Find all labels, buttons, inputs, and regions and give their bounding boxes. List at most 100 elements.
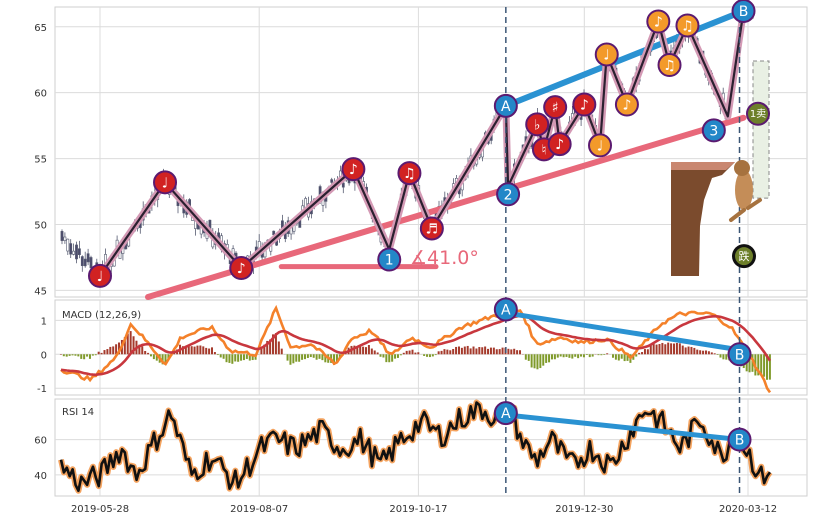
macd-hist-bar bbox=[394, 354, 396, 358]
price-marker-text: ♩ bbox=[597, 138, 604, 154]
price-marker-text: 3 bbox=[709, 123, 718, 139]
macd-hist-bar bbox=[717, 354, 719, 355]
macd-hist-bar bbox=[83, 354, 85, 359]
macd-hist-bar bbox=[385, 354, 387, 362]
macd-hist-bar bbox=[319, 354, 321, 359]
macd-hist-bar bbox=[536, 354, 538, 369]
macd-hist-bar bbox=[644, 349, 646, 354]
price-marker-text: ♫ bbox=[403, 166, 416, 182]
macd-hist-bar bbox=[423, 354, 425, 356]
macd-hist-bar bbox=[682, 346, 684, 355]
macd-hist-bar bbox=[568, 354, 570, 358]
macd-hist-bar bbox=[565, 354, 567, 357]
macd-hist-bar bbox=[374, 350, 376, 354]
macd-hist-bar bbox=[446, 350, 448, 355]
macd-hist-bar bbox=[304, 354, 306, 359]
macd-hist-bar bbox=[382, 354, 384, 357]
macd-hist-bar bbox=[449, 350, 451, 354]
macd-hist-bar bbox=[441, 351, 443, 354]
macd-hist-bar bbox=[388, 354, 390, 362]
y-tick-label: 45 bbox=[34, 286, 47, 297]
angle-label: ∡41.0° bbox=[410, 247, 479, 269]
price-marker-text: ♫ bbox=[681, 18, 694, 34]
macd-hist-bar bbox=[278, 341, 280, 354]
macd-hist-bar bbox=[228, 354, 230, 363]
macd-hist-bar bbox=[452, 349, 454, 354]
macd-hist-bar bbox=[95, 354, 97, 355]
macd-hist-bar bbox=[714, 353, 716, 354]
candle-body bbox=[70, 244, 72, 255]
macd-hist-bar bbox=[109, 347, 111, 354]
macd-hist-bar bbox=[763, 354, 765, 376]
macd-hist-bar bbox=[641, 352, 643, 354]
macd-hist-bar bbox=[583, 354, 585, 357]
candle-body bbox=[75, 245, 77, 259]
macd-hist-bar bbox=[638, 353, 640, 354]
macd-hist-bar bbox=[606, 353, 608, 354]
macd-hist-bar bbox=[580, 354, 582, 356]
price-marker: ♩ bbox=[154, 171, 176, 193]
x-tick-label: 2019-08-07 bbox=[230, 504, 288, 515]
macd-hist-bar bbox=[603, 354, 605, 355]
macd-hist-bar bbox=[86, 354, 88, 356]
price-marker: A bbox=[495, 95, 517, 117]
macd-hist-bar bbox=[144, 351, 146, 354]
macd-hist-bar bbox=[586, 354, 588, 355]
macd-hist-bar bbox=[531, 354, 533, 367]
macd-hist-bar bbox=[502, 348, 504, 355]
price-marker: ♪ bbox=[342, 158, 364, 180]
macd-hist-bar bbox=[624, 354, 626, 361]
macd-hist-bar bbox=[89, 354, 91, 359]
macd-hist-bar bbox=[507, 349, 509, 354]
macd-hist-bar bbox=[106, 349, 108, 354]
macd-hist-bar bbox=[473, 347, 475, 355]
macd-hist-bar bbox=[292, 354, 294, 363]
macd-hist-bar bbox=[458, 346, 460, 354]
macd-hist-bar bbox=[223, 354, 225, 358]
macd-hist-bar bbox=[80, 354, 82, 359]
macd-hist-bar bbox=[499, 349, 501, 354]
macd-hist-bar bbox=[417, 352, 419, 354]
macd-hist-bar bbox=[725, 354, 727, 359]
macd-hist-bar bbox=[101, 353, 103, 354]
price-marker-text: ♭ bbox=[534, 117, 541, 133]
macd-hist-bar bbox=[563, 354, 565, 357]
macd-hist-bar bbox=[246, 354, 248, 359]
candle-body bbox=[67, 239, 69, 251]
macd-hist-bar bbox=[153, 354, 155, 359]
price-marker-text: ♩ bbox=[603, 47, 610, 63]
price-marker: ♭ bbox=[526, 113, 548, 135]
macd-hist-bar bbox=[679, 343, 681, 354]
macd-hist-bar bbox=[69, 354, 71, 356]
macd-hist-bar bbox=[243, 354, 245, 360]
x-tick-label: 2019-12-30 bbox=[555, 504, 613, 515]
macd-hist-bar bbox=[409, 351, 411, 355]
macd-hist-bar bbox=[414, 353, 416, 355]
macd-hist-bar bbox=[493, 348, 495, 355]
macd-hist-bar bbox=[400, 354, 402, 355]
macd-hist-bar bbox=[711, 352, 713, 354]
macd-hist-bar bbox=[612, 354, 614, 357]
price-marker: ♬ bbox=[421, 217, 443, 239]
macd-hist-bar bbox=[667, 343, 669, 355]
macd-hist-bar bbox=[429, 354, 431, 357]
monkey-head bbox=[734, 160, 750, 176]
macd-hist-bar bbox=[66, 354, 68, 356]
price-marker-text: 1 bbox=[385, 253, 394, 269]
price-marker: ♪ bbox=[616, 94, 638, 116]
price-marker: B bbox=[733, 0, 755, 22]
macd-hist-bar bbox=[443, 349, 445, 354]
macd-hist-bar bbox=[690, 347, 692, 354]
rsi-panel-title: RSI 14 bbox=[62, 407, 94, 418]
price-marker: ♩ bbox=[596, 43, 618, 65]
price-marker-text: ♪ bbox=[237, 261, 246, 277]
x-tick-label: 2019-10-17 bbox=[389, 504, 447, 515]
macd-hist-bar bbox=[196, 346, 198, 355]
macd-hist-bar bbox=[287, 354, 289, 360]
macd-hist-bar bbox=[600, 354, 602, 355]
y-tick-label: 55 bbox=[34, 155, 47, 166]
macd-hist-bar bbox=[696, 350, 698, 355]
price-marker: ♫ bbox=[659, 54, 681, 76]
macd-hist-bar bbox=[281, 349, 283, 355]
